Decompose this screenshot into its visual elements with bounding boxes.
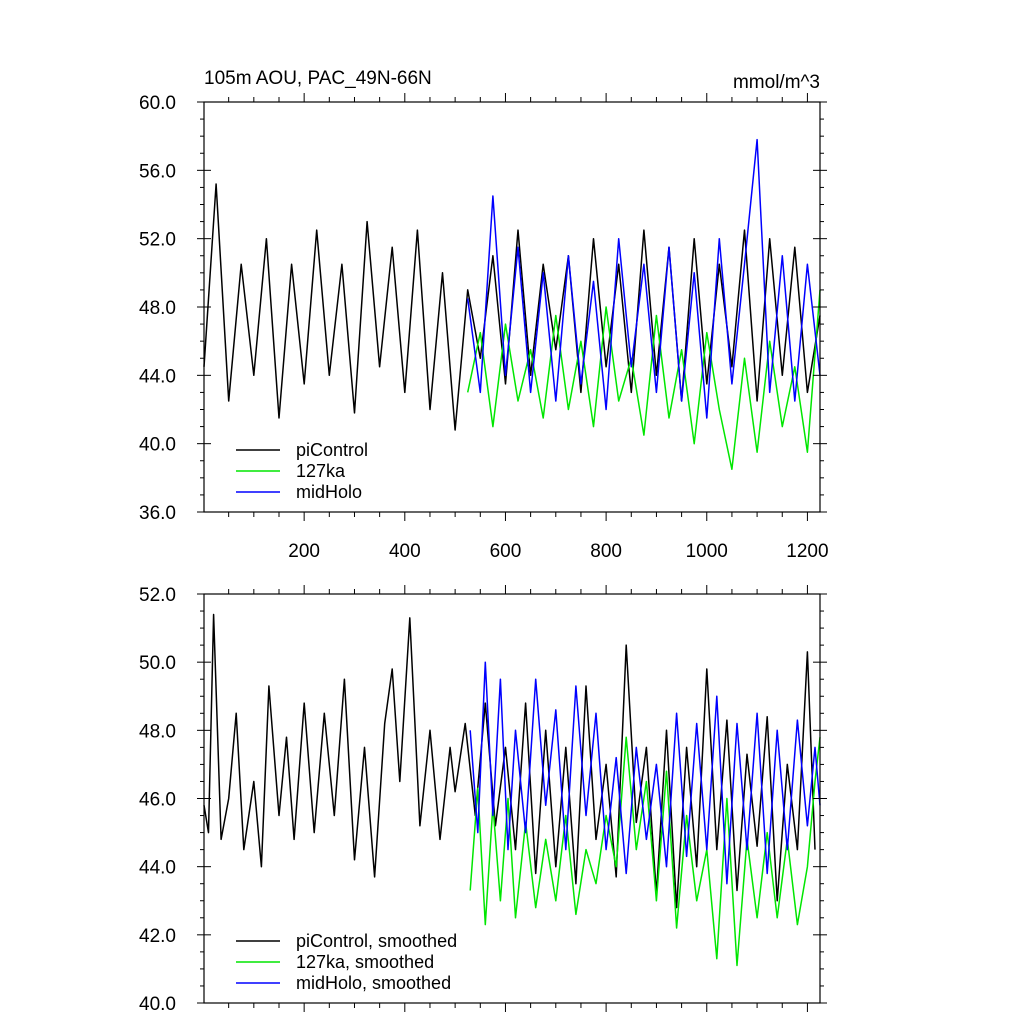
- series-line-midholo: [466, 138, 821, 419]
- legend-label: midHolo, smoothed: [296, 973, 451, 993]
- y-tick-label: 60.0: [139, 93, 176, 114]
- y-tick-label: 42.0: [139, 926, 176, 947]
- x-tick-label: 1000: [686, 541, 728, 562]
- top-panel: 105m AOU, PAC_49N-66N mmol/m^3 36.0 40.0 4…: [139, 68, 829, 562]
- legend-label: 127ka, smoothed: [296, 952, 434, 972]
- legend-label: midHolo: [296, 482, 362, 502]
- y-tick-label: 50.0: [139, 653, 176, 674]
- series-line-midholo: [469, 661, 821, 885]
- y-tick-label: 36.0: [139, 503, 176, 524]
- legend-label: piControl: [296, 440, 368, 460]
- y-tick-label: 48.0: [139, 298, 176, 319]
- y-tick-label: 40.0: [139, 994, 176, 1015]
- y-tick-label: 40.0: [139, 435, 176, 456]
- y-tick-label: 48.0: [139, 721, 176, 742]
- y-tick-label: 56.0: [139, 161, 176, 182]
- series-line-127ka: [469, 736, 821, 967]
- y-tick-label: 52.0: [139, 585, 176, 606]
- y-tick-label: 44.0: [139, 366, 176, 387]
- x-tick-label: 200: [288, 541, 320, 562]
- panel-title: 105m AOU, PAC_49N-66N: [204, 68, 432, 89]
- units-label: mmol/m^3: [733, 72, 820, 93]
- x-tick-label: 600: [490, 541, 522, 562]
- legend-label: 127ka: [296, 461, 346, 481]
- legend-label: piControl, smoothed: [296, 931, 457, 951]
- y-tick-label: 46.0: [139, 790, 176, 811]
- x-tick-label: 400: [389, 541, 421, 562]
- x-tick-label: 800: [590, 541, 622, 562]
- bottom-panel: 40.0 42.0 44.0 46.0 48.0 50.0 52.0 piControl, s…: [139, 585, 827, 1015]
- series-line-127ka: [466, 289, 821, 471]
- x-tick-label: 1200: [786, 541, 828, 562]
- y-tick-label: 44.0: [139, 858, 176, 879]
- y-tick-label: 52.0: [139, 230, 176, 251]
